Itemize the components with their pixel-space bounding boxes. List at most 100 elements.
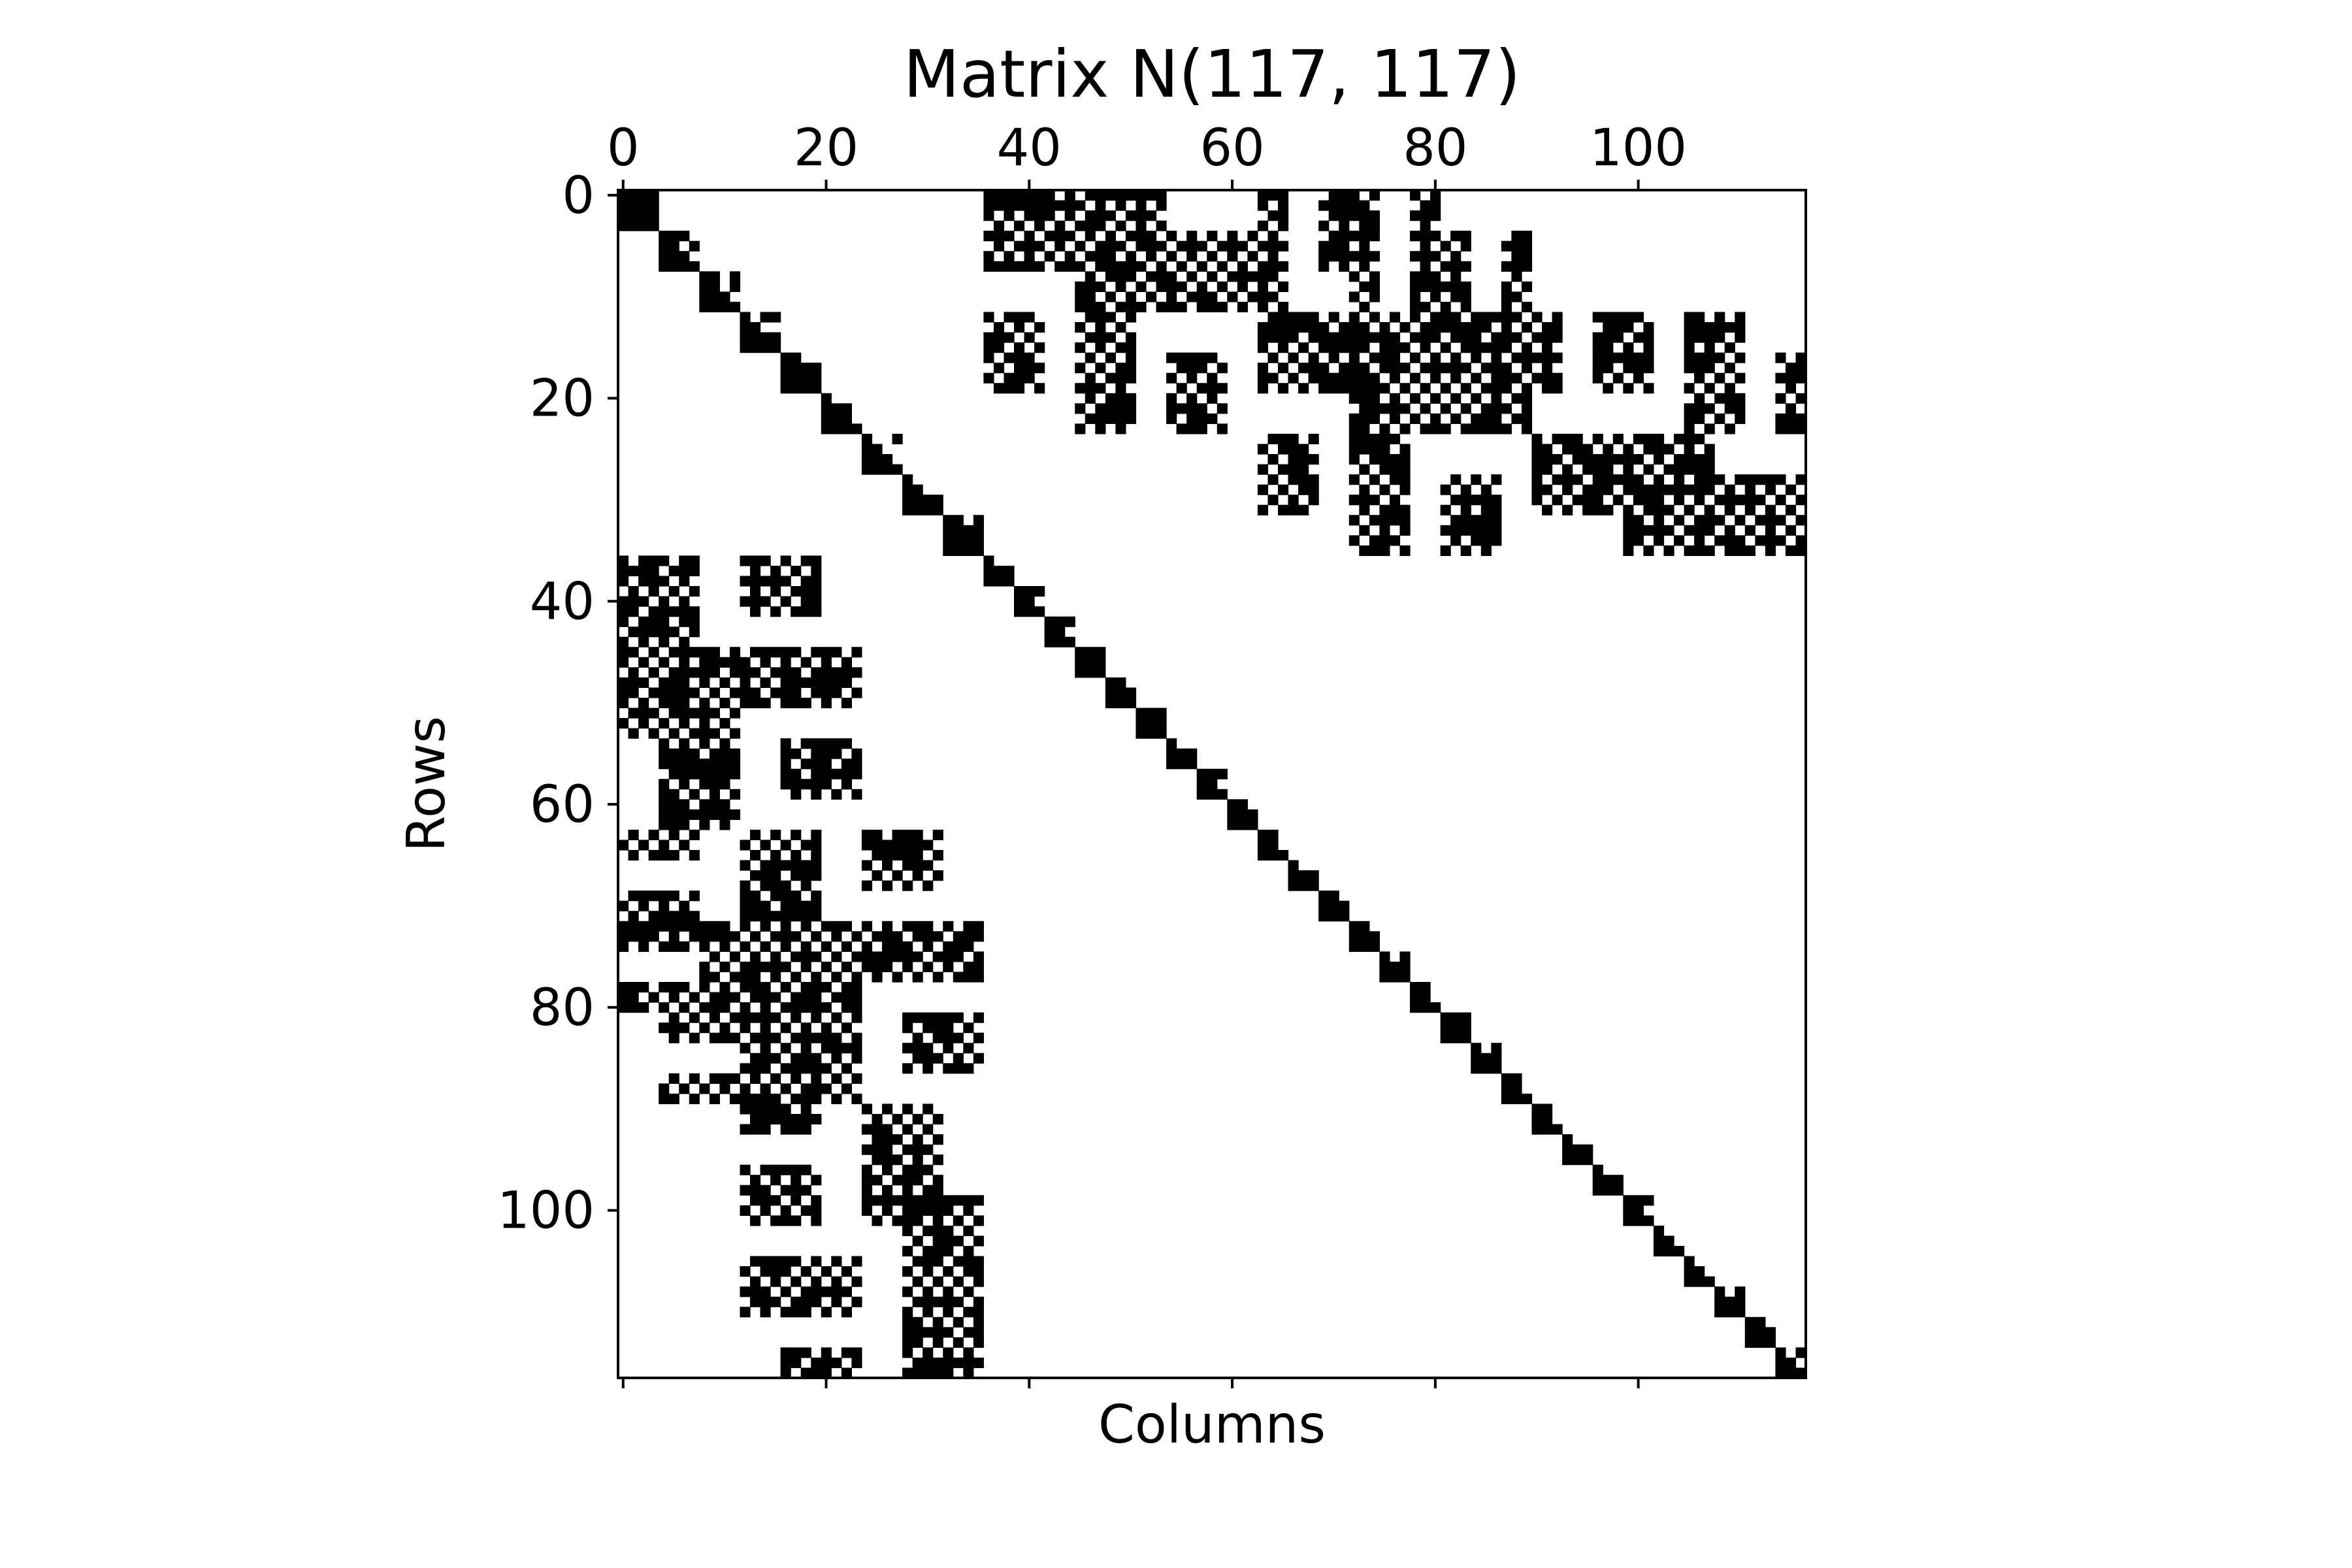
nonzero-run xyxy=(1318,200,1370,211)
chart-title: Matrix N(117, 117) xyxy=(904,36,1521,112)
nonzero-run xyxy=(1085,332,1116,343)
nonzero-run xyxy=(953,1276,964,1287)
nonzero-run xyxy=(1653,535,1665,546)
nonzero-run xyxy=(943,545,984,556)
nonzero-run xyxy=(1582,484,1614,495)
nonzero-run xyxy=(1105,271,1137,282)
nonzero-run xyxy=(791,1276,802,1287)
nonzero-run xyxy=(618,1002,649,1013)
nonzero-run xyxy=(861,840,934,851)
nonzero-run xyxy=(1135,728,1167,739)
nonzero-run xyxy=(1105,352,1116,363)
nonzero-run xyxy=(760,921,771,932)
nonzero-run xyxy=(1714,393,1746,404)
nonzero-run xyxy=(628,667,639,678)
nonzero-run xyxy=(1339,220,1350,231)
nonzero-run xyxy=(791,870,822,881)
nonzero-run xyxy=(780,779,832,790)
nonzero-run xyxy=(1795,474,1806,485)
nonzero-run xyxy=(1237,301,1248,313)
nonzero-run xyxy=(912,1256,943,1267)
nonzero-run xyxy=(1227,271,1279,282)
nonzero-run xyxy=(780,738,791,749)
nonzero-run xyxy=(618,941,629,952)
nonzero-run xyxy=(709,992,741,1003)
nonzero-run xyxy=(902,1103,913,1115)
nonzero-run xyxy=(1247,251,1258,262)
nonzero-run xyxy=(902,1266,913,1277)
nonzero-run xyxy=(1075,240,1086,252)
nonzero-run xyxy=(628,829,639,841)
nonzero-run xyxy=(1257,301,1269,313)
nonzero-run xyxy=(821,1022,832,1034)
nonzero-run xyxy=(618,636,629,647)
nonzero-run xyxy=(760,1022,771,1034)
nonzero-run xyxy=(1257,850,1289,861)
nonzero-run xyxy=(821,941,832,952)
nonzero-run xyxy=(800,759,832,770)
nonzero-run xyxy=(1410,271,1441,282)
nonzero-run xyxy=(882,941,913,952)
nonzero-run xyxy=(953,1053,964,1064)
nonzero-run xyxy=(1724,383,1735,394)
nonzero-run xyxy=(1034,383,1045,394)
nonzero-run xyxy=(1714,413,1725,424)
nonzero-run xyxy=(1196,383,1228,394)
nonzero-run xyxy=(1603,383,1614,394)
nonzero-run xyxy=(1653,454,1665,465)
nonzero-run xyxy=(1288,474,1319,485)
nonzero-run xyxy=(1420,240,1431,252)
nonzero-run xyxy=(1186,372,1198,384)
nonzero-run xyxy=(1531,433,1543,445)
nonzero-run xyxy=(1339,363,1370,374)
nonzero-run xyxy=(1521,322,1533,333)
nonzero-run xyxy=(740,1103,791,1115)
nonzero-run xyxy=(963,1286,974,1298)
nonzero-run xyxy=(821,413,852,424)
nonzero-run xyxy=(983,342,1005,353)
nonzero-run xyxy=(689,829,700,841)
nonzero-run xyxy=(659,251,690,262)
nonzero-run xyxy=(1450,231,1471,242)
nonzero-run xyxy=(861,1195,984,1206)
nonzero-run xyxy=(648,829,659,841)
nonzero-run xyxy=(1562,444,1593,455)
nonzero-run xyxy=(1156,301,1187,313)
nonzero-run xyxy=(1318,261,1330,272)
nonzero-run xyxy=(659,261,700,272)
nonzero-run xyxy=(861,1144,893,1155)
nonzero-run xyxy=(659,748,700,759)
nonzero-run xyxy=(1257,220,1269,231)
nonzero-run xyxy=(1744,484,1756,495)
nonzero-run xyxy=(1410,982,1431,993)
nonzero-run xyxy=(800,738,852,749)
nonzero-run xyxy=(1399,951,1411,962)
nonzero-run xyxy=(750,1296,781,1307)
nonzero-run xyxy=(1501,240,1533,252)
nonzero-run xyxy=(983,312,994,323)
nonzero-run xyxy=(1450,372,1462,384)
nonzero-run xyxy=(1704,504,1715,515)
nonzero-run xyxy=(1612,495,1624,506)
nonzero-run xyxy=(668,1012,679,1023)
nonzero-run xyxy=(1684,342,1695,353)
nonzero-run xyxy=(1379,961,1411,973)
nonzero-run xyxy=(1410,312,1421,323)
nonzero-run xyxy=(902,1184,913,1196)
nonzero-run xyxy=(1612,372,1624,384)
nonzero-run xyxy=(932,1032,964,1043)
nonzero-run xyxy=(1552,474,1583,485)
nonzero-run xyxy=(923,880,934,891)
nonzero-run xyxy=(1592,312,1644,323)
nonzero-run xyxy=(1369,515,1411,526)
nonzero-run xyxy=(750,1256,802,1267)
nonzero-run xyxy=(1684,1266,1705,1277)
nonzero-run xyxy=(1075,281,1106,292)
nonzero-run xyxy=(638,900,649,911)
nonzero-run xyxy=(811,850,822,861)
nonzero-run xyxy=(821,1347,832,1358)
nonzero-run xyxy=(1775,423,1806,434)
nonzero-run xyxy=(943,1347,954,1358)
nonzero-run xyxy=(638,840,649,851)
nonzero-run xyxy=(1724,504,1735,515)
